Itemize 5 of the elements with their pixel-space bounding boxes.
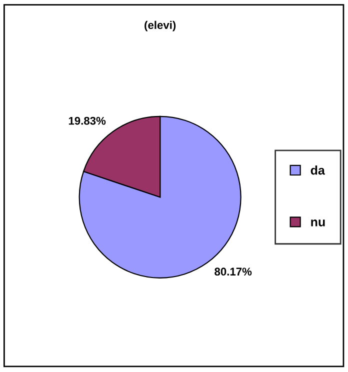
data-label: 19.83%	[68, 116, 106, 125]
chart-title: (elevi)	[144, 20, 176, 32]
data-label: 80.17%	[214, 268, 252, 276]
legend-label: nu	[311, 220, 325, 226]
legend-label: da	[310, 166, 325, 175]
